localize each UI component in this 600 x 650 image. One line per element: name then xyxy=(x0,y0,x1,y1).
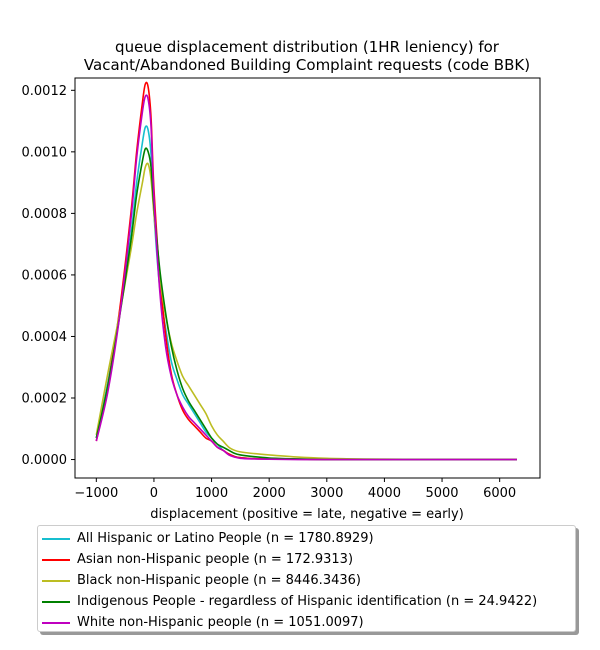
legend-item: Indigenous People - regardless of Hispan… xyxy=(42,591,537,612)
legend-swatch xyxy=(42,600,70,603)
x-axis-ticks: −1000 0 1000 2000 3000 4000 5000 6000 xyxy=(74,478,516,501)
legend-swatch xyxy=(42,621,70,624)
y-tick-label: 0.0006 xyxy=(22,268,68,283)
chart-title: queue displacement distribution (1HR len… xyxy=(84,38,530,74)
y-tick-label: 0.0012 xyxy=(22,84,68,99)
chart-title-line: Vacant/Abandoned Building Complaint requ… xyxy=(84,56,530,74)
legend: All Hispanic or Latino People (n = 1780.… xyxy=(37,525,576,632)
series-line-4 xyxy=(95,147,517,461)
legend-swatch xyxy=(42,558,70,561)
x-tick-label: −1000 xyxy=(74,486,118,501)
chart-title-line: queue displacement distribution (1HR len… xyxy=(115,38,500,56)
legend-label: Asian non-Hispanic people (n = 172.9313) xyxy=(77,552,354,567)
legend-swatch xyxy=(42,579,70,582)
x-tick-label: 4000 xyxy=(368,486,401,501)
x-tick-label: 0 xyxy=(150,486,158,501)
y-tick-label: 0.0000 xyxy=(22,453,68,468)
x-tick-label: 3000 xyxy=(310,486,343,501)
series-line-5 xyxy=(95,94,517,461)
legend-item: Black non-Hispanic people (n = 8446.3436… xyxy=(42,570,361,591)
y-tick-label: 0.0008 xyxy=(22,207,68,222)
legend-label: White non-Hispanic people (n = 1051.0097… xyxy=(77,615,364,630)
y-axis-ticks: 0.0000 0.0002 0.0004 0.0006 0.0008 0.0010 0.00… xyxy=(22,84,75,468)
x-tick-label: 6000 xyxy=(483,486,516,501)
x-tick-label: 2000 xyxy=(253,486,286,501)
legend-label: Indigenous People - regardless of Hispan… xyxy=(77,594,538,609)
y-tick-label: 0.0002 xyxy=(22,392,68,407)
x-tick-label: 1000 xyxy=(195,486,228,501)
series-lines xyxy=(95,81,517,461)
plot-frame xyxy=(74,77,541,479)
x-axis-label: displacement (positive = late, negative … xyxy=(150,507,464,522)
x-tick-label: 5000 xyxy=(425,486,458,501)
y-tick-label: 0.0004 xyxy=(22,330,68,345)
legend-item: Asian non-Hispanic people (n = 172.9313) xyxy=(42,549,353,570)
y-tick-label: 0.0010 xyxy=(22,145,68,160)
legend-swatch xyxy=(42,537,70,540)
legend-label: All Hispanic or Latino People (n = 1780.… xyxy=(77,531,374,546)
legend-item: All Hispanic or Latino People (n = 1780.… xyxy=(42,528,374,549)
legend-label: Black non-Hispanic people (n = 8446.3436… xyxy=(77,573,361,588)
legend-item: White non-Hispanic people (n = 1051.0097… xyxy=(42,612,364,633)
series-line-3 xyxy=(95,162,517,461)
